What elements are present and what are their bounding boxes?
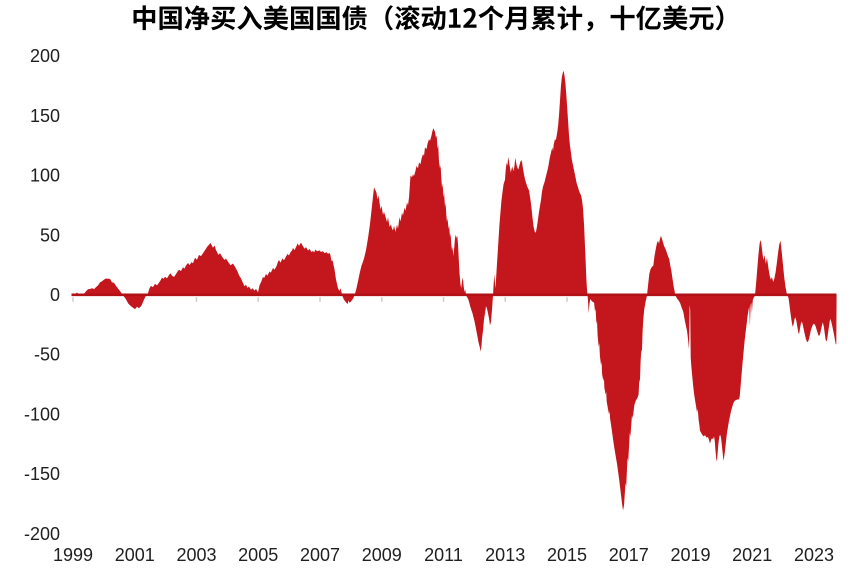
svg-text:150: 150 [30,106,60,126]
svg-text:2015: 2015 [547,545,587,565]
svg-text:2017: 2017 [609,545,649,565]
svg-text:2019: 2019 [670,545,710,565]
svg-text:2003: 2003 [176,545,216,565]
svg-text:2021: 2021 [732,545,772,565]
svg-text:2023: 2023 [794,545,834,565]
svg-text:200: 200 [30,46,60,66]
svg-text:2007: 2007 [300,545,340,565]
svg-text:2009: 2009 [362,545,402,565]
svg-text:-100: -100 [24,404,60,424]
svg-text:2005: 2005 [238,545,278,565]
svg-text:-50: -50 [34,345,60,365]
svg-text:2001: 2001 [115,545,155,565]
svg-text:50: 50 [40,225,60,245]
svg-text:1999: 1999 [53,545,93,565]
svg-text:0: 0 [50,285,60,305]
svg-text:2011: 2011 [424,545,463,565]
svg-text:-200: -200 [24,524,60,544]
svg-text:-150: -150 [24,464,60,484]
svg-text:2013: 2013 [485,545,525,565]
svg-text:100: 100 [30,166,60,186]
